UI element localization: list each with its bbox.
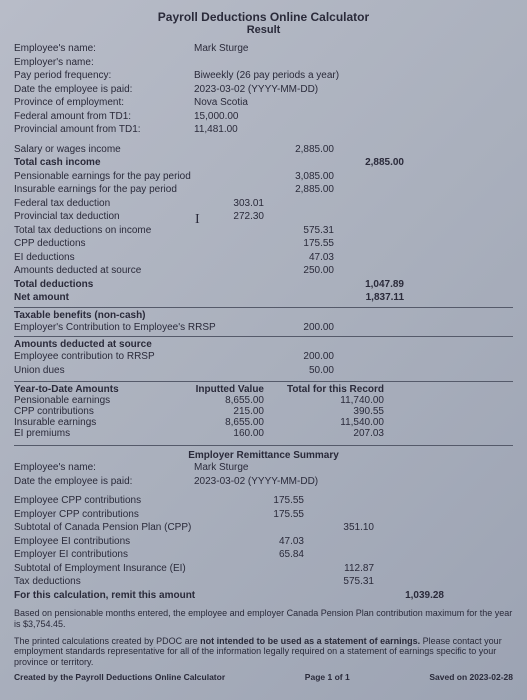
rei-value: 65.84 — [234, 548, 304, 562]
ins-value: 2,885.00 — [264, 183, 334, 197]
ytd-r2a: 215.00 — [164, 406, 264, 417]
fed-tax-label: Federal tax deduction — [14, 197, 194, 211]
tot-tax-label: Total tax deductions on income — [14, 224, 194, 238]
employer-name-value — [194, 56, 513, 70]
salary-value: 2,885.00 — [264, 143, 334, 157]
fed-tax-value: 303.01 — [194, 197, 264, 211]
tot-ded-value: 1,047.89 — [334, 278, 404, 292]
emp-name-value: Mark Sturge — [194, 42, 513, 56]
footer-bar: Created by the Payroll Deductions Online… — [14, 672, 513, 682]
union-label: Union dues — [14, 364, 264, 378]
ecpp-label: Employee CPP contributions — [14, 494, 234, 508]
ytd-r4a: 160.00 — [164, 428, 264, 439]
ei-value: 47.03 — [264, 251, 334, 265]
footnote-2: The printed calculations created by PDOC… — [14, 636, 513, 668]
ecpp-value: 175.55 — [234, 494, 304, 508]
rcpp-value: 175.55 — [234, 508, 304, 522]
footnote-1: Based on pensionable months entered, the… — [14, 608, 513, 630]
tax-ben-title: Taxable benefits (non-cash) — [14, 310, 513, 321]
ytd-h1: Year-to-Date Amounts — [14, 384, 164, 395]
rei-label: Employer EI contributions — [14, 548, 234, 562]
text-cursor-icon: I — [195, 212, 200, 228]
rrsp-empr-value: 200.00 — [264, 321, 334, 335]
freq-value: Biweekly (26 pay periods a year) — [194, 69, 513, 83]
scpp-value: 351.10 — [304, 521, 374, 535]
payroll-result-page: Payroll Deductions Online Calculator Res… — [0, 0, 527, 692]
scpp-label: Subtotal of Canada Pension Plan (CPP) — [14, 521, 234, 535]
remit-value: 1,039.28 — [374, 589, 444, 603]
cpp-label: CPP deductions — [14, 237, 194, 251]
ytd-r1-label: Pensionable earnings — [14, 395, 164, 406]
rrsp-emp-label: Employee contribution to RRSP — [14, 350, 264, 364]
emp-name-label: Employee's name: — [14, 42, 194, 56]
sei-label: Subtotal of Employment Insurance (EI) — [14, 562, 234, 576]
eei-label: Employee EI contributions — [14, 535, 234, 549]
freq-label: Pay period frequency: — [14, 69, 194, 83]
footnote-2a: The printed calculations created by PDOC… — [14, 636, 200, 646]
tci-value: 2,885.00 — [334, 156, 404, 170]
ytd-r2-label: CPP contributions — [14, 406, 164, 417]
ers-date-label: Date the employee is paid: — [14, 475, 194, 489]
ins-label: Insurable earnings for the pay period — [14, 183, 234, 197]
salary-label: Salary or wages income — [14, 143, 194, 157]
ytd-h3: Total for this Record — [264, 384, 384, 395]
net-value: 1,837.11 — [334, 291, 404, 305]
ers-date-value: 2023-03-02 (YYYY-MM-DD) — [194, 475, 513, 489]
fed-td1-label: Federal amount from TD1: — [14, 110, 194, 124]
pens-label: Pensionable earnings for the pay period — [14, 170, 234, 184]
ytd-r4b: 207.03 — [264, 428, 384, 439]
union-value: 50.00 — [264, 364, 334, 378]
prov-value: Nova Scotia — [194, 96, 513, 110]
tot-ded-label: Total deductions — [14, 278, 194, 292]
ytd-r3a: 8,655.00 — [164, 417, 264, 428]
ei-label: EI deductions — [14, 251, 194, 265]
tci-label: Total cash income — [14, 156, 194, 170]
ers-name-value: Mark Sturge — [194, 461, 513, 475]
remit-label: For this calculation, remit this amount — [14, 589, 234, 603]
ytd-r3b: 11,540.00 — [264, 417, 384, 428]
src-value: 250.00 — [264, 264, 334, 278]
prov-tax-label: Provincial tax deduction — [14, 210, 194, 224]
prov-td1-value: 11,481.00 — [194, 123, 513, 137]
employer-name-label: Employer's name: — [14, 56, 194, 70]
rrsp-empr-label: Employer's Contribution to Employee's RR… — [14, 321, 264, 335]
rcpp-label: Employer CPP contributions — [14, 508, 234, 522]
page-title: Payroll Deductions Online Calculator — [14, 10, 513, 24]
eei-value: 47.03 — [234, 535, 304, 549]
prov-tax-value: 272.30 — [194, 210, 264, 224]
rrsp-emp-value: 200.00 — [264, 350, 334, 364]
ytd-r2b: 390.55 — [264, 406, 384, 417]
ads-title: Amounts deducted at source — [14, 339, 513, 350]
date-label: Date the employee is paid: — [14, 83, 194, 97]
ytd-r3-label: Insurable earnings — [14, 417, 164, 428]
sei-value: 112.87 — [304, 562, 374, 576]
tot-tax-value: 575.31 — [264, 224, 334, 238]
fed-td1-value: 15,000.00 — [194, 110, 513, 124]
prov-label: Province of employment: — [14, 96, 194, 110]
saved-date: Saved on 2023-02-28 — [429, 672, 513, 682]
page-subtitle: Result — [14, 24, 513, 36]
ytd-r1b: 11,740.00 — [264, 395, 384, 406]
footnote-2b: not intended to be used as a statement o… — [200, 636, 420, 646]
pens-value: 3,085.00 — [264, 170, 334, 184]
created-by: Created by the Payroll Deductions Online… — [14, 672, 225, 682]
ers-name-label: Employee's name: — [14, 461, 194, 475]
net-label: Net amount — [14, 291, 194, 305]
ers-tax-label: Tax deductions — [14, 575, 234, 589]
ytd-r1a: 8,655.00 — [164, 395, 264, 406]
page-number: Page 1 of 1 — [305, 672, 350, 682]
ytd-r4-label: EI premiums — [14, 428, 164, 439]
ers-title: Employer Remittance Summary — [14, 445, 513, 461]
ytd-h2: Inputted Value — [164, 384, 264, 395]
src-label: Amounts deducted at source — [14, 264, 194, 278]
ers-tax-value: 575.31 — [304, 575, 374, 589]
cpp-value: 175.55 — [264, 237, 334, 251]
date-value: 2023-03-02 (YYYY-MM-DD) — [194, 83, 513, 97]
prov-td1-label: Provincial amount from TD1: — [14, 123, 194, 137]
